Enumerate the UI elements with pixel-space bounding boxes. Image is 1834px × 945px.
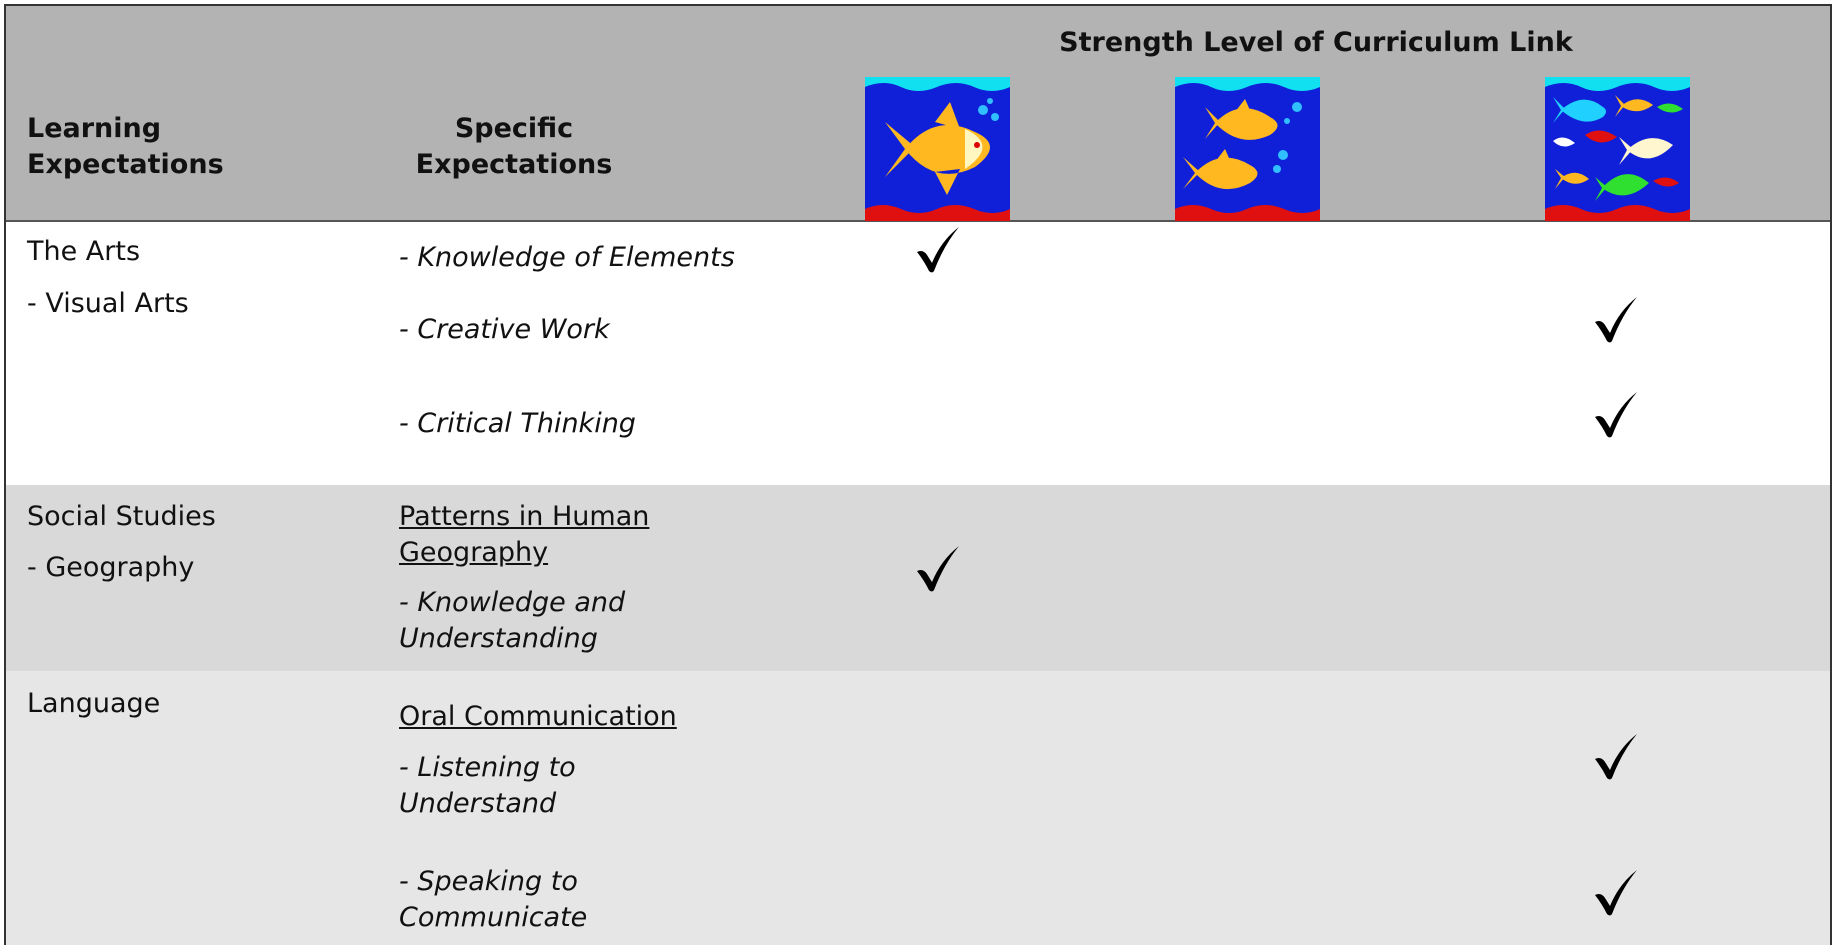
- check-mark: [1595, 392, 1637, 438]
- row-band: [6, 222, 1830, 485]
- subject: - Visual Arts: [27, 288, 189, 319]
- subject: - Geography: [27, 552, 195, 583]
- row-band: [6, 671, 1830, 945]
- subject: The Arts: [27, 236, 141, 267]
- strength-icon-medium: [1175, 77, 1320, 221]
- column-header: Specific Expectations: [415, 113, 613, 180]
- strength-icon-low: [865, 77, 1010, 221]
- subject: Social Studies: [27, 501, 216, 532]
- strength-icon-high: [1545, 77, 1690, 221]
- check-mark: [1595, 870, 1637, 916]
- strand: Oral Communication: [399, 701, 677, 732]
- check-mark: [1595, 734, 1637, 780]
- strand: Patterns in Human Geography: [399, 501, 650, 568]
- header-title: Strength Level of Curriculum Link: [1059, 27, 1573, 58]
- subject: Language: [27, 688, 161, 719]
- item: - Critical Thinking: [399, 408, 636, 439]
- item: - Knowledge and Understanding: [399, 587, 626, 654]
- check-mark: [917, 227, 959, 273]
- row-band: [6, 485, 1830, 671]
- item: - Speaking to Communicate: [399, 866, 588, 933]
- check-mark: [917, 546, 959, 592]
- item: - Creative Work: [399, 314, 610, 345]
- check-mark: [1595, 297, 1637, 343]
- curriculum-table: Strength Level of Curriculum Link Learni…: [4, 4, 1832, 945]
- item: - Listening to Understand: [399, 752, 576, 819]
- column-header: Learning Expectations: [27, 113, 224, 180]
- item: - Knowledge of Elements: [399, 242, 735, 273]
